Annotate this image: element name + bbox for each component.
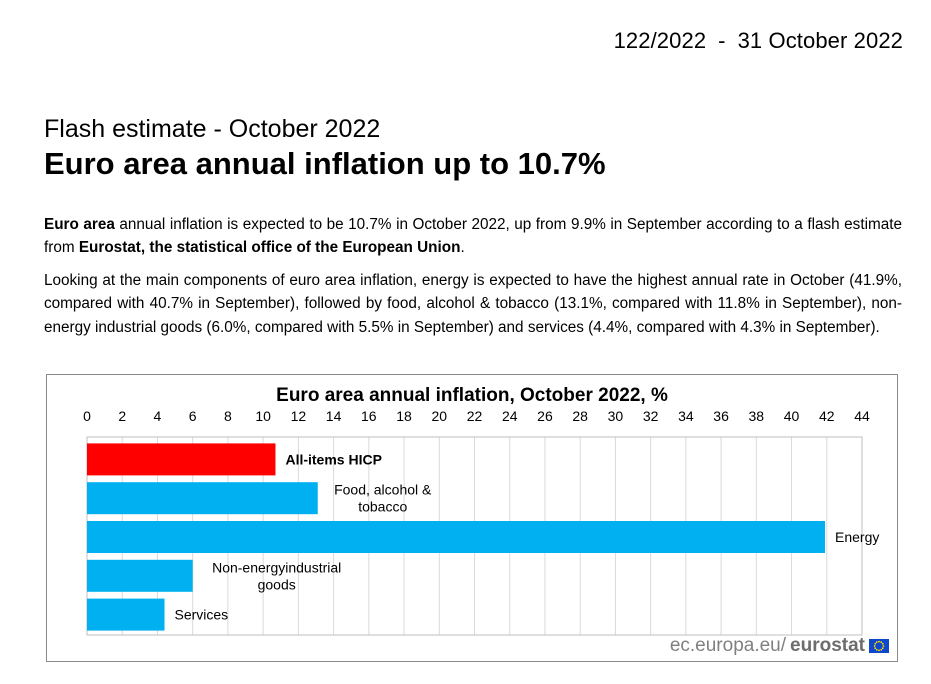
bar-label: Energy bbox=[835, 529, 879, 545]
x-tick-label: 20 bbox=[431, 408, 447, 424]
paragraph-org: Eurostat, the statistical office of the … bbox=[78, 239, 461, 257]
chart-title: Euro area annual inflation, October 2022… bbox=[276, 385, 668, 406]
paragraph-text: annual inflation is expected to be 10.7%… bbox=[44, 216, 902, 257]
x-tick-label: 12 bbox=[291, 408, 307, 424]
footer-brand: eurostat bbox=[790, 635, 865, 656]
bar bbox=[87, 559, 193, 592]
x-tick-label: 28 bbox=[572, 408, 588, 424]
x-tick-label: 4 bbox=[154, 408, 162, 424]
x-tick-label: 40 bbox=[784, 408, 800, 424]
x-tick-label: 2 bbox=[118, 408, 126, 424]
x-tick-label: 18 bbox=[396, 408, 412, 424]
bar-label: tobacco bbox=[358, 499, 407, 515]
x-tick-label: 44 bbox=[854, 408, 870, 424]
bar-label: Non-energyindustrial bbox=[212, 559, 341, 575]
release-number: 122/2022 bbox=[613, 28, 707, 53]
eurostat-footer: ec.europa.eu/eurostat bbox=[670, 635, 889, 657]
x-tick-label: 22 bbox=[467, 408, 483, 424]
bar-label: Food, alcohol & bbox=[334, 482, 432, 498]
release-line: 122/2022-31 October 2022 bbox=[614, 28, 903, 54]
x-tick-label: 36 bbox=[713, 408, 729, 424]
paragraph-end: . bbox=[460, 239, 465, 257]
bar bbox=[87, 443, 276, 476]
footer-site: ec.europa.eu/ bbox=[669, 635, 787, 656]
bar bbox=[87, 521, 826, 553]
release-date: 31 October 2022 bbox=[737, 28, 903, 53]
x-tick-label: 42 bbox=[819, 408, 835, 424]
x-tick-label: 38 bbox=[749, 408, 765, 424]
bar bbox=[87, 598, 165, 631]
x-tick-label: 6 bbox=[189, 408, 197, 424]
release-separator: - bbox=[718, 28, 726, 53]
inflation-chart: Euro area annual inflation, October 2022… bbox=[83, 385, 879, 636]
paragraph-headline: Euro area annual inflation is expected t… bbox=[44, 213, 902, 260]
x-tick-label: 10 bbox=[255, 408, 271, 424]
bar-label: Services bbox=[175, 607, 229, 623]
x-tick-label: 32 bbox=[643, 408, 659, 424]
page-subtitle: Flash estimate - October 2022 bbox=[44, 115, 381, 143]
bar-label: goods bbox=[258, 576, 296, 592]
x-tick-label: 24 bbox=[502, 408, 518, 424]
x-tick-label: 34 bbox=[678, 408, 694, 424]
x-tick-label: 0 bbox=[83, 408, 91, 424]
bar bbox=[87, 482, 318, 515]
chart-frame: Euro area annual inflation, October 2022… bbox=[46, 374, 898, 662]
x-tick-label: 16 bbox=[361, 408, 377, 424]
bar-label: All-items HICP bbox=[285, 451, 381, 467]
paragraph-lead: Euro area bbox=[44, 216, 115, 233]
x-tick-label: 14 bbox=[326, 408, 342, 424]
paragraph-components: Looking at the main components of euro a… bbox=[44, 272, 902, 336]
x-tick-label: 30 bbox=[608, 408, 624, 424]
x-tick-label: 8 bbox=[224, 408, 232, 424]
x-tick-label: 26 bbox=[537, 408, 553, 424]
page-title: Euro area annual inflation up to 10.7% bbox=[44, 146, 606, 181]
eu-flag-icon bbox=[869, 639, 889, 653]
